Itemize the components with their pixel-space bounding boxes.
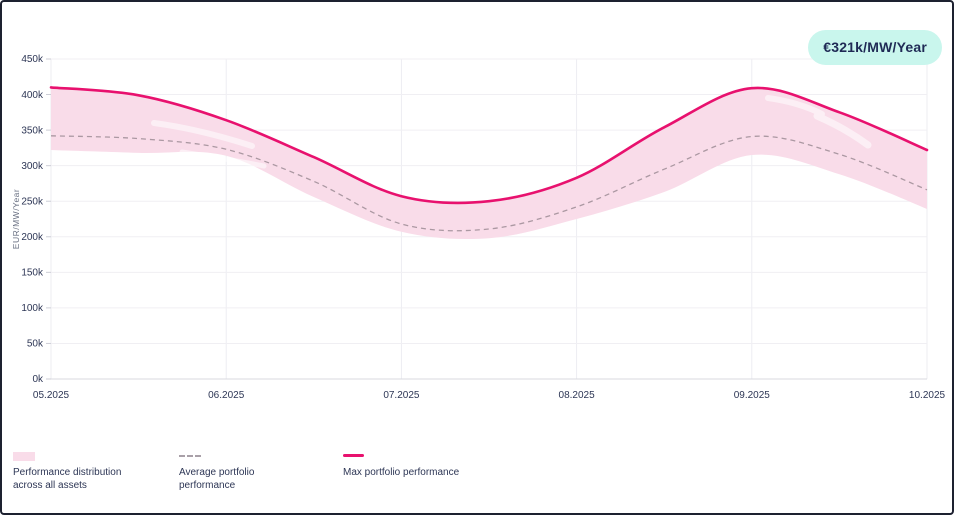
y-tick-label: 400k	[21, 90, 44, 101]
legend: Performance distribution across all asse…	[2, 449, 952, 509]
x-tick-label: 06.2025	[208, 390, 245, 401]
distribution-band	[51, 87, 927, 240]
legend-label: Performance distribution	[13, 467, 122, 478]
legend-item-distribution[interactable]: Performance distribution across all asse…	[13, 452, 121, 492]
kpi-badge: €321k/MW/Year	[808, 30, 942, 65]
solid-line-swatch-icon	[343, 454, 364, 457]
y-tick-label: 100k	[21, 303, 44, 314]
x-tick-label: 05.2025	[33, 390, 70, 401]
legend-label: Average portfolio	[179, 467, 255, 478]
x-tick-label: 10.2025	[909, 390, 946, 401]
legend-item-max[interactable]: Max portfolio performance	[343, 452, 459, 480]
x-axis-ticks: 05.2025 06.2025 07.2025 08.2025 09.2025 …	[33, 390, 946, 401]
x-tick-label: 07.2025	[383, 390, 420, 401]
legend-label: Max portfolio performance	[343, 467, 460, 478]
legend-item-average[interactable]: Average portfolio performance	[179, 452, 254, 492]
performance-chart: 450k 400k 350k 300k 250k 200k 150k 100k …	[11, 54, 946, 401]
max-performance-line	[49, 86, 929, 205]
legend-label: performance	[179, 479, 236, 491]
y-axis-title: EUR/MW/Year	[11, 189, 21, 249]
x-tick-label: 09.2025	[734, 390, 771, 401]
dashed-line-swatch-icon	[179, 455, 201, 457]
y-tick-label: 0k	[32, 374, 44, 385]
legend-label: across all assets	[13, 479, 87, 491]
y-tick-label: 200k	[21, 232, 44, 243]
band-highlight-streaks	[151, 95, 872, 169]
x-tick-label: 08.2025	[559, 390, 596, 401]
y-tick-label: 50k	[27, 339, 44, 350]
band-swatch-icon	[13, 452, 35, 461]
y-tick-label: 450k	[21, 54, 44, 65]
y-tick-label: 250k	[21, 196, 44, 207]
plot-series	[49, 86, 929, 240]
y-tick-label: 150k	[21, 268, 44, 279]
y-axis-ticks: 450k 400k 350k 300k 250k 200k 150k 100k …	[21, 54, 44, 385]
y-tick-label: 350k	[21, 125, 44, 136]
y-tick-label: 300k	[21, 161, 44, 172]
